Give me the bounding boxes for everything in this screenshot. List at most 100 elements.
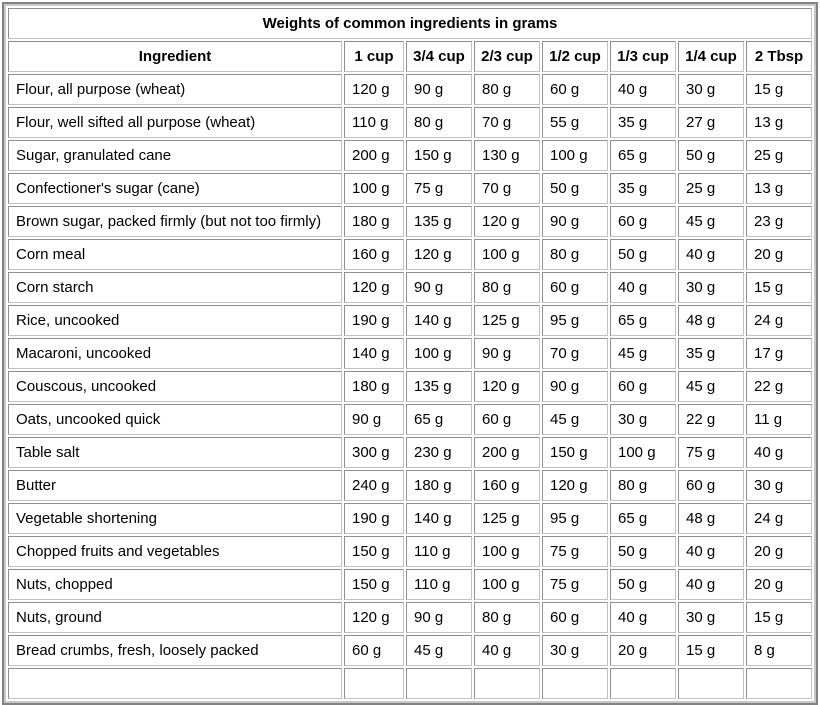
value-cell: 15 g <box>746 272 813 303</box>
value-cell: 23 g <box>746 206 813 237</box>
value-cell: 8 g <box>746 635 813 666</box>
value-cell: 160 g <box>344 239 404 270</box>
table-row: Corn meal 160 g 120 g 100 g 80 g 50 g 40… <box>8 239 813 270</box>
value-cell: 100 g <box>610 437 676 468</box>
value-cell: 24 g <box>746 503 813 534</box>
ingredient-cell: Vegetable shortening <box>8 503 342 534</box>
value-cell: 40 g <box>746 437 813 468</box>
value-cell: 75 g <box>542 569 608 600</box>
value-cell: 40 g <box>610 602 676 633</box>
value-cell: 45 g <box>610 338 676 369</box>
value-cell: 48 g <box>678 503 744 534</box>
value-cell: 30 g <box>678 272 744 303</box>
value-cell: 190 g <box>344 503 404 534</box>
value-cell: 65 g <box>406 404 472 435</box>
value-cell <box>406 668 472 699</box>
value-cell: 160 g <box>474 470 540 501</box>
value-cell: 35 g <box>610 173 676 204</box>
value-cell: 150 g <box>406 140 472 171</box>
ingredient-cell: Oats, uncooked quick <box>8 404 342 435</box>
col-header-1-2-cup: 1/2 cup <box>542 41 608 72</box>
table-row: Flour, well sifted all purpose (wheat) 1… <box>8 107 813 138</box>
value-cell: 20 g <box>610 635 676 666</box>
table-row: Nuts, ground 120 g 90 g 80 g 60 g 40 g 3… <box>8 602 813 633</box>
value-cell: 65 g <box>610 503 676 534</box>
value-cell: 60 g <box>542 74 608 105</box>
value-cell: 180 g <box>344 371 404 402</box>
value-cell: 30 g <box>746 470 813 501</box>
value-cell: 110 g <box>344 107 404 138</box>
table-row: Butter 240 g 180 g 160 g 120 g 80 g 60 g… <box>8 470 813 501</box>
ingredient-cell: Flour, well sifted all purpose (wheat) <box>8 107 342 138</box>
table-row: Chopped fruits and vegetables 150 g 110 … <box>8 536 813 567</box>
value-cell: 50 g <box>678 140 744 171</box>
value-cell: 22 g <box>746 371 813 402</box>
value-cell: 125 g <box>474 503 540 534</box>
table-row: Bread crumbs, fresh, loosely packed 60 g… <box>8 635 813 666</box>
value-cell: 22 g <box>678 404 744 435</box>
value-cell: 140 g <box>406 503 472 534</box>
value-cell: 150 g <box>344 536 404 567</box>
ingredient-cell: Nuts, ground <box>8 602 342 633</box>
table-row: Vegetable shortening 190 g 140 g 125 g 9… <box>8 503 813 534</box>
value-cell: 65 g <box>610 140 676 171</box>
value-cell: 45 g <box>542 404 608 435</box>
table-row: Sugar, granulated cane 200 g 150 g 130 g… <box>8 140 813 171</box>
value-cell: 60 g <box>344 635 404 666</box>
value-cell <box>746 668 813 699</box>
value-cell: 20 g <box>746 569 813 600</box>
value-cell: 90 g <box>474 338 540 369</box>
col-header-2-tbsp: 2 Tbsp <box>746 41 813 72</box>
value-cell: 30 g <box>678 602 744 633</box>
value-cell: 24 g <box>746 305 813 336</box>
value-cell: 35 g <box>610 107 676 138</box>
value-cell: 65 g <box>610 305 676 336</box>
value-cell: 15 g <box>678 635 744 666</box>
value-cell: 130 g <box>474 140 540 171</box>
value-cell: 50 g <box>610 569 676 600</box>
value-cell: 100 g <box>474 569 540 600</box>
value-cell: 25 g <box>678 173 744 204</box>
value-cell: 40 g <box>678 536 744 567</box>
col-header-1-4-cup: 1/4 cup <box>678 41 744 72</box>
ingredient-cell: Confectioner's sugar (cane) <box>8 173 342 204</box>
value-cell: 80 g <box>610 470 676 501</box>
value-cell: 100 g <box>474 536 540 567</box>
ingredient-cell <box>8 668 342 699</box>
value-cell: 125 g <box>474 305 540 336</box>
value-cell: 120 g <box>474 206 540 237</box>
value-cell: 20 g <box>746 536 813 567</box>
value-cell: 140 g <box>344 338 404 369</box>
value-cell: 90 g <box>344 404 404 435</box>
ingredient-cell: Chopped fruits and vegetables <box>8 536 342 567</box>
value-cell: 80 g <box>474 272 540 303</box>
value-cell: 180 g <box>344 206 404 237</box>
value-cell: 190 g <box>344 305 404 336</box>
ingredient-cell: Corn starch <box>8 272 342 303</box>
value-cell <box>344 668 404 699</box>
value-cell: 40 g <box>678 569 744 600</box>
value-cell <box>678 668 744 699</box>
table-row: Table salt 300 g 230 g 200 g 150 g 100 g… <box>8 437 813 468</box>
table-title: Weights of common ingredients in grams <box>8 8 813 39</box>
table-row: Brown sugar, packed firmly (but not too … <box>8 206 813 237</box>
value-cell: 20 g <box>746 239 813 270</box>
table-row: Corn starch 120 g 90 g 80 g 60 g 40 g 30… <box>8 272 813 303</box>
value-cell: 150 g <box>344 569 404 600</box>
ingredient-cell: Butter <box>8 470 342 501</box>
table-row: Confectioner's sugar (cane) 100 g 75 g 7… <box>8 173 813 204</box>
value-cell: 40 g <box>678 239 744 270</box>
ingredient-cell: Macaroni, uncooked <box>8 338 342 369</box>
value-cell: 200 g <box>344 140 404 171</box>
ingredient-cell: Flour, all purpose (wheat) <box>8 74 342 105</box>
table-row: Macaroni, uncooked 140 g 100 g 90 g 70 g… <box>8 338 813 369</box>
value-cell: 120 g <box>542 470 608 501</box>
value-cell: 150 g <box>542 437 608 468</box>
value-cell: 70 g <box>474 107 540 138</box>
value-cell: 27 g <box>678 107 744 138</box>
value-cell: 120 g <box>344 602 404 633</box>
value-cell: 60 g <box>542 602 608 633</box>
value-cell: 180 g <box>406 470 472 501</box>
value-cell: 13 g <box>746 173 813 204</box>
value-cell: 75 g <box>678 437 744 468</box>
